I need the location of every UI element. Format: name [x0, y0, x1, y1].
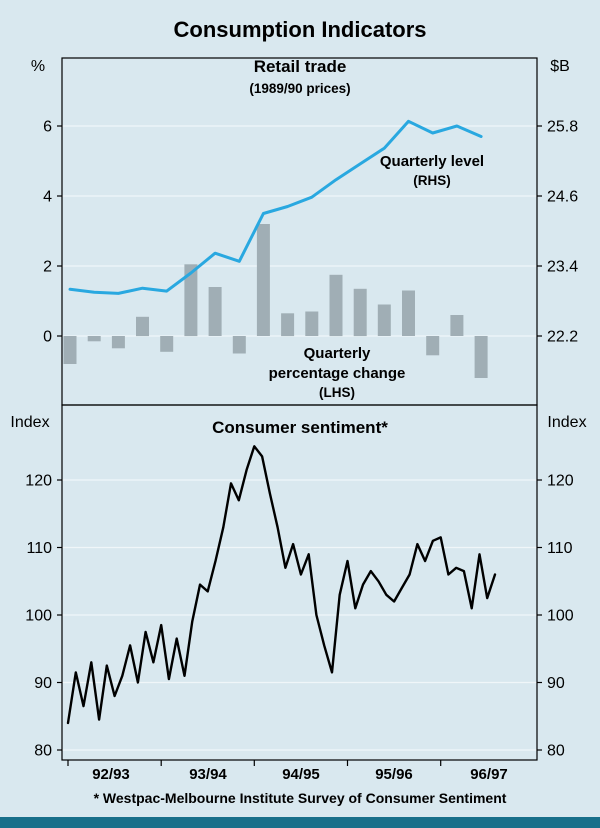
axis-ticks-layer: 6 4 2 0 25.8 24.6 23.4 22.2 120 120 110 110 100 100 90…: [25, 119, 578, 766]
bottom-right-tick-label: 120: [547, 473, 574, 490]
bar-quarterly-percentage-change: [377, 304, 391, 336]
bar-quarterly-percentage-change: [63, 336, 77, 364]
bar-quarterly-percentage-change: [136, 316, 149, 337]
top-left-tick-label: 6: [43, 119, 52, 136]
page-title: Consumption Indicators: [174, 17, 427, 42]
top-left-axis-unit: %: [31, 58, 45, 75]
change-series-label-line1: Quarterly: [304, 345, 371, 362]
x-label-95-96: 95/96: [375, 766, 413, 783]
labels-layer: Consumption Indicators % $B Retail trade…: [10, 17, 586, 806]
bottom-right-tick-label: 80: [547, 743, 565, 760]
top-right-tick-label: 25.8: [547, 119, 578, 136]
top-right-tick-label: 22.2: [547, 329, 578, 346]
x-label-93-94: 93/94: [189, 766, 227, 783]
top-left-tick-label: 4: [43, 189, 52, 206]
bottom-left-tick-label: 80: [34, 743, 52, 760]
top-left-tick-label: 2: [43, 259, 52, 276]
bottom-left-tick-label: 110: [26, 540, 52, 557]
bottom-chart-title: Consumer sentiment*: [212, 418, 388, 437]
x-label-96-97: 96/97: [470, 766, 508, 783]
bottom-left-tick-label: 120: [25, 473, 52, 490]
bar-quarterly-percentage-change: [305, 311, 319, 336]
top-right-axis-unit: $B: [550, 58, 570, 75]
bottom-right-axis-unit: Index: [547, 414, 586, 431]
top-right-tick-label: 24.6: [547, 189, 578, 206]
bar-quarterly-percentage-change: [87, 336, 101, 342]
x-label-92-93: 92/93: [92, 766, 130, 783]
bar-quarterly-percentage-change: [281, 313, 295, 337]
bottom-right-tick-label: 100: [547, 608, 574, 625]
footer-accent-bar: [0, 817, 600, 828]
x-label-94-95: 94/95: [282, 766, 320, 783]
bottom-left-tick-label: 90: [34, 675, 52, 692]
bar-quarterly-percentage-change: [329, 274, 343, 337]
top-right-tick-label: 23.4: [547, 259, 578, 276]
change-series-label-line2: percentage change: [269, 365, 406, 382]
top-chart-subtitle: (1989/90 prices): [249, 81, 350, 96]
level-series-axis-note: (RHS): [413, 173, 451, 188]
consumer-sentiment-line: [66, 445, 497, 725]
bar-quarterly-percentage-change: [256, 224, 270, 336]
bar-quarterly-percentage-change: [474, 336, 488, 378]
bottom-right-tick-label: 110: [547, 540, 573, 557]
bar-quarterly-percentage-change: [184, 264, 198, 337]
bar-quarterly-percentage-change: [111, 336, 125, 349]
bar-quarterly-percentage-change: [160, 336, 174, 352]
top-chart-title: Retail trade: [254, 57, 347, 76]
bottom-left-tick-label: 100: [25, 608, 52, 625]
quarterly-level-line: [68, 119, 483, 295]
bottom-panel-frame: [61, 404, 538, 761]
bar-quarterly-percentage-change: [353, 288, 367, 337]
footnote: * Westpac-Melbourne Institute Survey of …: [94, 790, 507, 806]
bar-quarterly-percentage-change: [402, 290, 415, 336]
change-series-axis-note: (LHS): [319, 385, 355, 400]
bar-quarterly-percentage-change: [450, 315, 464, 336]
panel-frames-layer: [61, 57, 538, 761]
bottom-right-tick-label: 90: [547, 675, 565, 692]
bottom-left-axis-unit: Index: [10, 414, 49, 431]
bar-quarterly-percentage-change: [208, 287, 222, 336]
bar-quarterly-percentage-change: [232, 336, 246, 354]
top-left-tick-label: 0: [43, 329, 52, 346]
series-layer: [63, 119, 497, 725]
level-series-label: Quarterly level: [380, 153, 484, 170]
bar-quarterly-percentage-change: [426, 336, 440, 356]
